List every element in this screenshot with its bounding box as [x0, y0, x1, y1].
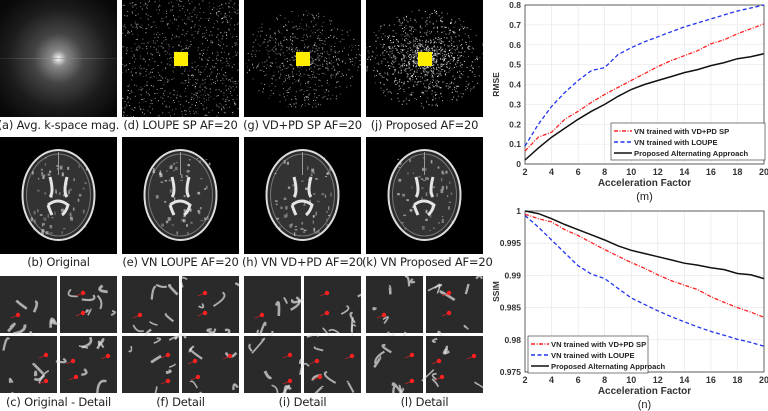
original-detail-image	[0, 276, 117, 393]
kspace-horizontal-line	[0, 58, 117, 59]
legend-entry: VN trained with LOUPE	[551, 351, 635, 360]
caption-f: (f) Detail	[156, 395, 205, 409]
caption-j: (j) Proposed AF=20	[370, 118, 479, 132]
caption-l: (l) Detail	[400, 395, 449, 409]
chart-caption: (n)	[638, 399, 651, 411]
x-axis-label: Acceleration Factor	[598, 386, 691, 397]
vn-loupe-brain-image	[122, 137, 239, 254]
legend-entry: Proposed Alternating Approach	[551, 362, 666, 371]
x-tick-label: 16	[706, 167, 716, 177]
series-line	[524, 215, 765, 347]
vdpd-detail-image	[244, 276, 361, 393]
caption-b: (b) Original	[27, 255, 90, 269]
x-tick-label: 6	[576, 375, 581, 385]
y-tick-label: 0.975	[500, 367, 522, 377]
y-tick-label: 0.995	[500, 238, 522, 248]
x-tick-label: 8	[602, 375, 607, 385]
caption-a: (a) Avg. k-space mag.	[0, 118, 120, 132]
x-tick-label: 12	[653, 375, 663, 385]
x-tick-label: 4	[549, 167, 554, 177]
chart-caption: (m)	[636, 191, 653, 203]
y-axis-label: SSIM	[491, 281, 501, 302]
legend-entry: VN trained with LOUPE	[634, 138, 718, 147]
vn-proposed-brain-image	[366, 137, 483, 254]
avg-kspace-image	[0, 0, 117, 117]
caption-d: (d) LOUPE SP AF=20	[123, 118, 238, 132]
x-tick-label: 18	[732, 375, 742, 385]
y-tick-label: 0.1	[509, 139, 521, 149]
x-tick-label: 14	[679, 375, 689, 385]
y-tick-label: 0.3	[509, 99, 521, 109]
caption-k: (k) VN Proposed AF=20	[362, 255, 493, 269]
center-square	[417, 51, 432, 66]
caption-g: (g) VD+PD SP AF=20	[243, 118, 362, 132]
x-tick-label: 8	[602, 167, 607, 177]
x-tick-label: 2	[522, 375, 527, 385]
loupe-mask-image	[122, 0, 239, 117]
x-tick-label: 4	[549, 375, 554, 385]
x-tick-label: 20	[759, 167, 768, 177]
x-tick-label: 2	[522, 167, 527, 177]
vn-vdpd-brain-image	[244, 137, 361, 254]
rmse-chart: 2 4 6 8 10 12 14 16 18 20 0 0.1 0.2 0.3 0.4 0.5 0.6 0.7 0.…	[491, 0, 768, 203]
x-tick-label: 16	[706, 375, 716, 385]
y-tick-label: 0	[516, 159, 521, 169]
y-tick-label: 0.99	[504, 270, 521, 280]
legend-entry: Proposed Alternating Approach	[634, 149, 749, 158]
x-tick-label: 10	[626, 167, 636, 177]
series-line	[524, 4, 765, 147]
y-tick-label: 1	[516, 206, 521, 216]
center-square	[173, 51, 188, 66]
proposed-detail-image	[366, 276, 483, 393]
x-tick-label: 20	[759, 375, 768, 385]
x-tick-label: 12	[653, 167, 663, 177]
x-axis-label: Acceleration Factor	[598, 178, 691, 189]
x-tick-label: 14	[679, 167, 689, 177]
caption-i: (i) Detail	[278, 395, 327, 409]
loupe-detail-image	[122, 276, 239, 393]
y-tick-label: 0.5	[509, 60, 521, 70]
caption-c: (c) Original - Detail	[5, 395, 112, 409]
legend-entry: VN trained with VD+PD SP	[551, 340, 646, 349]
original-brain-image	[0, 137, 117, 254]
y-tick-label: 0.6	[509, 40, 521, 50]
legend	[610, 122, 766, 161]
x-tick-label: 6	[576, 167, 581, 177]
vdpd-mask-image	[244, 0, 361, 117]
y-tick-label: 0.98	[504, 335, 521, 345]
caption-h: (h) VN VD+PD AF=20	[242, 255, 363, 269]
center-square	[295, 51, 310, 66]
proposed-mask-image	[366, 0, 483, 117]
caption-e: (e) VN LOUPE AF=20	[122, 255, 239, 269]
series-line	[524, 52, 765, 161]
y-tick-label: 0.7	[509, 20, 521, 30]
x-tick-label: 10	[626, 375, 636, 385]
legend-entry: VN trained with VD+PD SP	[634, 127, 729, 136]
series-line	[524, 210, 765, 280]
y-tick-label: 0.8	[509, 0, 521, 10]
x-tick-label: 18	[732, 167, 742, 177]
y-tick-label: 0.2	[509, 119, 521, 129]
y-tick-label: 0.4	[509, 80, 521, 90]
y-axis-label: RMSE	[491, 72, 501, 97]
ssim-chart: 2 4 6 8 10 12 14 16 18 20 0.975 0.98 0.985 0.99 0.995 1…	[491, 206, 768, 411]
series-line	[524, 213, 765, 318]
y-tick-label: 0.985	[500, 303, 522, 313]
series-line	[524, 23, 765, 152]
